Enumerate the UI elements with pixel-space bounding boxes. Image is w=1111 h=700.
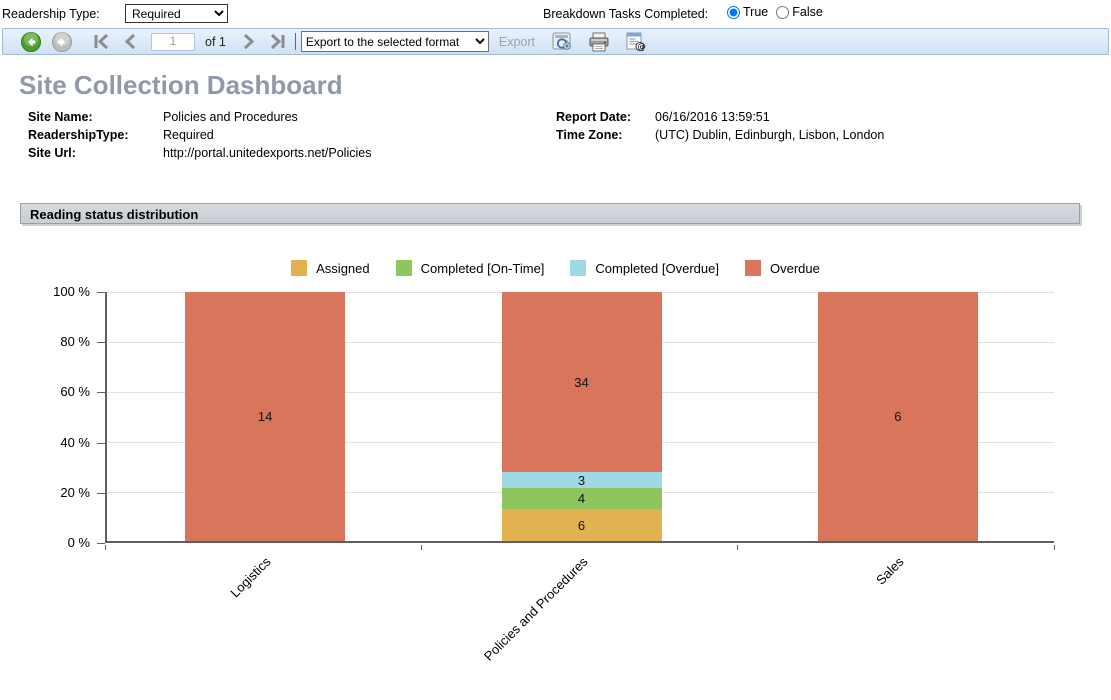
breakdown-tasks-label: Breakdown Tasks Completed: bbox=[543, 7, 709, 21]
forward-arrow-icon bbox=[52, 31, 72, 52]
bar-value-label: 14 bbox=[257, 409, 273, 424]
stacked-bar-chart: Assigned Completed [On-Time] Completed [Ov… bbox=[0, 240, 1111, 700]
legend-item: Overdue bbox=[744, 260, 820, 276]
next-page-icon bbox=[243, 33, 255, 50]
refresh-icon bbox=[552, 32, 571, 50]
export-button[interactable]: Export bbox=[498, 34, 535, 49]
x-axis-tick bbox=[104, 545, 106, 550]
legend-swatch-assigned bbox=[291, 260, 308, 276]
site-url-label: Site Url: bbox=[28, 146, 76, 160]
export-format-select[interactable]: Export to the selected format bbox=[300, 31, 489, 52]
bar-value-label: 34 bbox=[574, 374, 589, 390]
y-axis-tick-label: 40 % bbox=[60, 434, 90, 450]
x-axis-label: Logistics bbox=[227, 554, 274, 601]
last-page-icon bbox=[270, 33, 285, 50]
radio-true[interactable] bbox=[727, 5, 740, 19]
refresh-button[interactable] bbox=[552, 32, 573, 52]
toolbar-separator bbox=[294, 33, 296, 50]
bar-segment: 6 bbox=[501, 509, 662, 541]
bar-policies-and-procedures: 6 4 3 34 bbox=[501, 292, 662, 541]
y-axis-tick bbox=[97, 492, 105, 494]
y-axis-tick bbox=[97, 292, 105, 293]
time-zone-label: Time Zone: bbox=[556, 128, 623, 142]
readership-type-select[interactable]: Required bbox=[125, 4, 228, 23]
first-page-icon bbox=[94, 33, 109, 50]
back-button[interactable] bbox=[21, 31, 41, 52]
bar-value-label: 4 bbox=[577, 491, 586, 507]
legend-label: Assigned bbox=[316, 260, 370, 276]
legend-item: Completed [On-Time] bbox=[395, 260, 545, 276]
export-data-feed-icon: @ bbox=[626, 32, 646, 52]
plot-area: 14 6 4 3 34 6 bbox=[105, 291, 1054, 543]
bar-segment: 4 bbox=[501, 488, 662, 510]
y-axis-tick-label: 100 % bbox=[53, 284, 90, 299]
y-axis-tick-label: 80 % bbox=[60, 334, 90, 350]
y-axis-tick-label: 0 % bbox=[67, 535, 90, 550]
radio-false[interactable] bbox=[776, 5, 790, 19]
legend-item: Completed [Overdue] bbox=[570, 260, 719, 276]
page-number-input[interactable] bbox=[151, 32, 195, 51]
legend-swatch-completed-overdue- bbox=[570, 260, 587, 276]
back-arrow-icon bbox=[21, 31, 41, 52]
first-page-button[interactable] bbox=[92, 33, 110, 50]
report-date-label: Report Date: bbox=[556, 110, 632, 124]
export-data-feed-button[interactable]: @ bbox=[625, 32, 646, 52]
site-url-value: http://portal.unitedexports.net/Policies bbox=[163, 146, 372, 160]
readership-type-field-label: ReadershipType: bbox=[28, 128, 129, 142]
y-axis-tick-label: 60 % bbox=[60, 384, 90, 400]
forward-button[interactable] bbox=[52, 31, 72, 52]
bar-segment: 3 bbox=[501, 472, 662, 489]
x-axis-tick bbox=[737, 545, 739, 550]
parameter-bar: Readership Type: Required Breakdown Task… bbox=[0, 0, 1111, 27]
site-name-label: Site Name: bbox=[28, 110, 93, 124]
svg-text:@: @ bbox=[637, 42, 646, 51]
report-toolbar: of 1 Export to the selected format Expor… bbox=[2, 28, 1109, 55]
legend-item: Assigned bbox=[291, 260, 370, 276]
legend-label: Overdue bbox=[769, 260, 820, 276]
legend-swatch-completed-on-time- bbox=[395, 260, 412, 276]
bar-logistics: 14 bbox=[185, 292, 346, 541]
y-axis-tick bbox=[97, 342, 105, 344]
next-page-button[interactable] bbox=[242, 33, 256, 50]
x-axis-label: Sales bbox=[872, 554, 907, 588]
last-page-button[interactable] bbox=[269, 33, 287, 50]
bar-value-label: 6 bbox=[894, 409, 902, 424]
bar-segment: 6 bbox=[817, 292, 978, 541]
x-axis-tick bbox=[1053, 545, 1055, 550]
readership-type-label: Readership Type: bbox=[2, 7, 100, 21]
previous-page-button[interactable] bbox=[123, 33, 137, 50]
radio-false-label[interactable]: False bbox=[792, 5, 823, 19]
legend-label: Completed [Overdue] bbox=[595, 260, 719, 276]
bar-sales: 6 bbox=[817, 292, 978, 541]
page-title: Site Collection Dashboard bbox=[19, 70, 343, 100]
x-axis-label: Policies and Procedures bbox=[480, 554, 591, 664]
bar-segment: 34 bbox=[501, 292, 662, 473]
print-icon bbox=[589, 32, 609, 51]
legend-swatch-overdue bbox=[744, 260, 761, 276]
radio-true-label[interactable]: True bbox=[743, 5, 769, 19]
section-header: Reading status distribution bbox=[20, 203, 1080, 224]
y-axis-tick bbox=[97, 442, 105, 444]
site-name-value: Policies and Procedures bbox=[163, 110, 298, 124]
chart-legend: Assigned Completed [On-Time] Completed [Ov… bbox=[0, 260, 1111, 276]
gridline bbox=[107, 291, 1054, 293]
time-zone-value: (UTC) Dublin, Edinburgh, Lisbon, London bbox=[655, 128, 885, 142]
bar-value-label: 3 bbox=[577, 472, 586, 488]
page-count-label: of 1 bbox=[205, 34, 226, 49]
section-title: Reading status distribution bbox=[30, 207, 199, 222]
y-axis-tick-label: 20 % bbox=[60, 484, 90, 500]
legend-label: Completed [On-Time] bbox=[420, 260, 545, 276]
readership-type-field-value: Required bbox=[163, 128, 214, 142]
report-date-value: 06/16/2016 13:59:51 bbox=[655, 110, 770, 124]
y-axis-tick bbox=[97, 392, 105, 394]
print-button[interactable] bbox=[588, 32, 610, 52]
breakdown-radio-group: True False bbox=[727, 5, 831, 19]
previous-page-icon bbox=[124, 33, 136, 50]
bar-segment: 14 bbox=[185, 292, 346, 541]
bar-value-label: 6 bbox=[577, 517, 586, 533]
y-axis-tick bbox=[97, 543, 105, 544]
x-axis-tick bbox=[420, 545, 422, 550]
